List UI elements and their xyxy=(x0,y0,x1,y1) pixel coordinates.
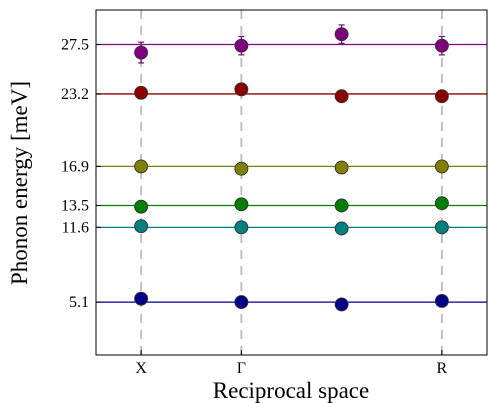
data-point xyxy=(134,85,149,100)
y-tick-label: 5.1 xyxy=(69,294,89,311)
y-tick-label: 23.2 xyxy=(61,86,89,103)
data-point xyxy=(134,45,149,60)
data-point xyxy=(234,295,249,310)
data-point xyxy=(234,197,249,212)
reference-lines xyxy=(96,43,487,303)
axis-ticks: X Γ R 5.1 11.6 13.5 16.9 23.2 27.5 xyxy=(61,37,448,378)
data-point xyxy=(434,294,449,308)
data-point xyxy=(234,82,249,97)
data-point xyxy=(134,291,149,306)
data-point xyxy=(334,27,349,42)
plot-frame xyxy=(95,9,488,356)
data-point xyxy=(334,160,349,175)
y-tick-label: 11.6 xyxy=(62,219,89,236)
data-point xyxy=(234,38,249,53)
y-tick-label: 16.9 xyxy=(61,158,89,175)
data-point xyxy=(234,220,249,235)
data-point xyxy=(434,159,449,174)
data-point xyxy=(434,196,449,211)
data-point xyxy=(334,297,349,312)
data-point xyxy=(234,161,249,176)
data-point xyxy=(334,221,349,236)
data-point xyxy=(334,198,349,213)
x-tick-label: Γ xyxy=(237,360,246,377)
data-points xyxy=(134,24,449,312)
data-point xyxy=(434,89,449,104)
y-axis-label: Phonon energy [meV] xyxy=(7,81,32,285)
x-axis-label: Reciprocal space xyxy=(213,378,369,403)
x-tick-label: R xyxy=(437,360,448,377)
y-tick-label: 13.5 xyxy=(61,198,89,215)
data-point xyxy=(434,220,449,235)
data-point xyxy=(134,199,149,214)
plot-background xyxy=(96,10,487,355)
data-point xyxy=(134,159,149,174)
data-point xyxy=(334,89,349,104)
data-point xyxy=(434,38,449,53)
y-tick-label: 27.5 xyxy=(61,37,89,54)
data-point xyxy=(134,219,149,234)
x-tick-label: X xyxy=(135,360,147,377)
